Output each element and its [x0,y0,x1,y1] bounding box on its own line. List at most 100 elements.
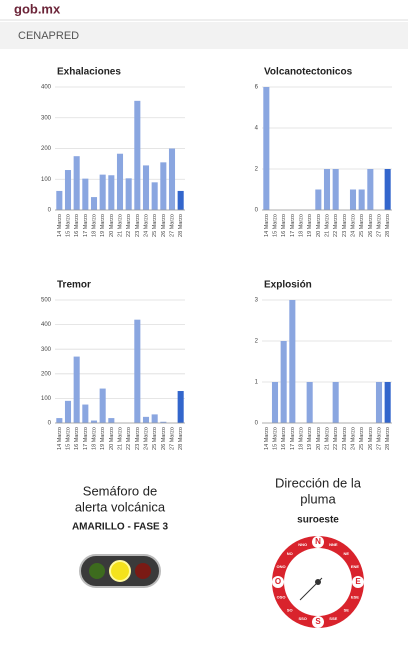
bar [160,162,167,210]
bar [177,391,184,423]
bar [151,182,158,210]
pluma-title: pluma [300,491,336,506]
x-tick-label: 18 Marzo [298,214,304,237]
x-tick-label: 27 Marzo [376,214,382,237]
x-tick-label: 20 Marzo [109,214,115,237]
chart-title: Exhalaciones [57,67,121,78]
y-tick-label: 0 [255,208,259,214]
pluma-title: Dirección de la [275,475,362,490]
bar [64,400,72,423]
section-bar [0,22,408,49]
bar [99,174,106,210]
bar [323,169,331,210]
chart-title: Tremor [57,280,91,291]
y-tick-label: 0 [48,421,52,427]
compass-label: SSE [329,616,337,621]
compass-label: OSO [277,594,286,599]
x-tick-label: 25 Marzo [152,427,158,450]
compass-label: ESE [351,594,359,599]
bar [168,148,176,210]
y-tick-label: 6 [255,85,259,91]
section[interactable]: CENAPRED [18,30,79,42]
bar [82,178,89,210]
x-tick-label: 15 Marzo [65,214,71,237]
x-tick-label: 27 Marzo [169,214,175,237]
compass-point [272,576,284,588]
x-tick-label: 27 Marzo [169,427,175,450]
bar [64,170,72,210]
bar [384,382,391,423]
bar [90,420,98,423]
x-tick-label: 16 Marzo [281,214,287,237]
x-tick-label: 18 Marzo [91,214,97,237]
x-tick-label: 16 Marzo [74,427,80,450]
x-tick-label: 15 Marzo [272,214,278,237]
x-tick-label: 14 Marzo [264,214,270,237]
bar [289,300,296,423]
bar [125,178,132,210]
x-tick-label: 19 Marzo [100,427,106,450]
bar [56,418,63,423]
x-tick-label: 24 Marzo [143,214,149,237]
x-tick-label: 23 Marzo [342,214,348,237]
light-red [135,563,151,579]
light-green [89,563,105,579]
compass-point [312,536,324,548]
x-tick-label: 25 Marzo [152,214,158,237]
y-tick-label: 200 [41,146,52,152]
bar [82,404,89,423]
x-tick-label: 23 Marzo [342,427,348,450]
bar [116,153,124,210]
x-tick-label: 19 Marzo [307,427,313,450]
bar [73,156,80,210]
bar [99,388,106,423]
compass-label: NO [287,551,293,556]
compass-label: NNE [329,542,338,547]
bar [73,356,80,423]
x-tick-label: 24 Marzo [350,214,356,237]
x-tick-label: 28 Marzo [178,214,184,237]
brand[interactable]: gob.mx [14,1,61,16]
compass: N NNE NE ENE E ESE SE SSE S SSO SO OSO O ONO NO NNO [272,536,364,628]
y-tick-label: 500 [41,298,52,304]
bar [332,169,339,210]
x-tick-label: 18 Marzo [298,427,304,450]
x-tick-label: 15 Marzo [272,427,278,450]
compass-label: SO [287,607,293,612]
y-tick-label: 400 [41,322,52,328]
x-tick-label: 15 Marzo [65,427,71,450]
bar [134,319,141,423]
compass-label: NE [344,551,350,556]
x-tick-label: 21 Marzo [117,427,123,450]
x-tick-label: 17 Marzo [290,214,296,237]
y-tick-label: 0 [48,208,52,214]
x-tick-label: 17 Marzo [83,214,89,237]
bar [108,418,115,423]
x-tick-label: 17 Marzo [290,427,296,450]
x-tick-label: 19 Marzo [100,214,106,237]
x-tick-label: 26 Marzo [368,214,374,237]
x-tick-label: 28 Marzo [178,427,184,450]
x-tick-label: 14 Marzo [57,427,63,450]
compass-label: ONO [276,564,285,569]
x-tick-label: 20 Marzo [316,427,322,450]
x-tick-label: 26 Marzo [161,214,167,237]
x-tick-label: 16 Marzo [281,427,287,450]
compass-label: SE [344,607,350,612]
y-tick-label: 1 [255,380,259,386]
y-tick-label: 300 [41,115,52,121]
x-tick-label: 28 Marzo [385,214,391,237]
bar [90,197,98,210]
x-tick-label: 21 Marzo [117,214,123,237]
x-tick-label: 19 Marzo [307,214,313,237]
compass-point [312,616,324,628]
bar [142,165,150,210]
bar [134,100,141,210]
x-tick-label: 20 Marzo [109,427,115,450]
x-tick-label: 18 Marzo [91,427,97,450]
x-tick-label: 28 Marzo [385,427,391,450]
compass-point [352,576,364,588]
bar [375,382,383,423]
bar [160,421,167,423]
